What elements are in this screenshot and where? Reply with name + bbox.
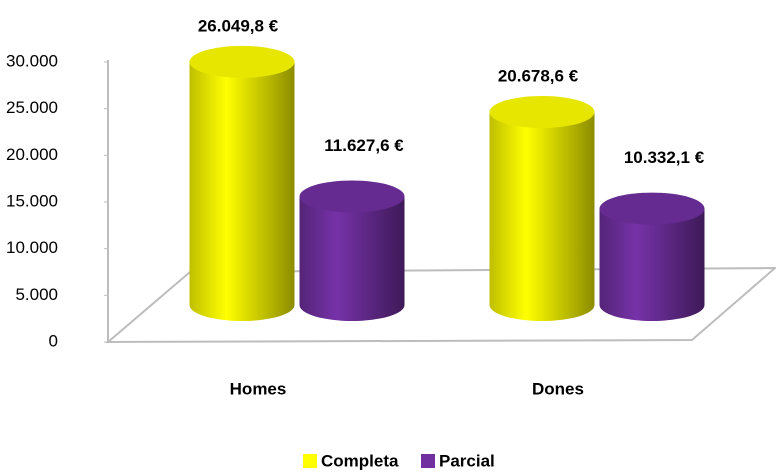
legend-swatch (303, 454, 317, 468)
bar-body (489, 111, 595, 322)
y-tick-label: 20.000 (6, 145, 58, 164)
y-tick-label: 0 (49, 331, 58, 350)
bar-top (489, 95, 595, 128)
legend-label: Completa (321, 451, 399, 470)
legend-label: Parcial (439, 451, 495, 470)
y-tick-label: 15.000 (6, 191, 58, 210)
bar-body (189, 61, 295, 322)
bar-body (599, 208, 705, 321)
bar (599, 192, 705, 321)
y-tick-label: 30.000 (6, 51, 58, 70)
bar (299, 180, 405, 321)
bar (189, 45, 295, 322)
legend-swatch (421, 454, 435, 468)
x-tick-label: Dones (532, 379, 584, 398)
bar-body (299, 196, 405, 321)
value-label: 20.678,6 € (498, 66, 579, 85)
y-tick-label: 5.000 (15, 285, 58, 304)
bar-top (599, 192, 705, 225)
value-label: 26.049,8 € (198, 16, 279, 35)
value-label: 11.627,6 € (324, 136, 404, 155)
bar-top (189, 45, 295, 78)
x-tick-label: Homes (230, 379, 287, 398)
y-tick-label: 10.000 (6, 238, 58, 257)
value-label: 10.332,1 € (624, 148, 705, 167)
y-tick-label: 25.000 (6, 98, 58, 117)
bar (489, 95, 595, 322)
bar-top (299, 180, 405, 213)
